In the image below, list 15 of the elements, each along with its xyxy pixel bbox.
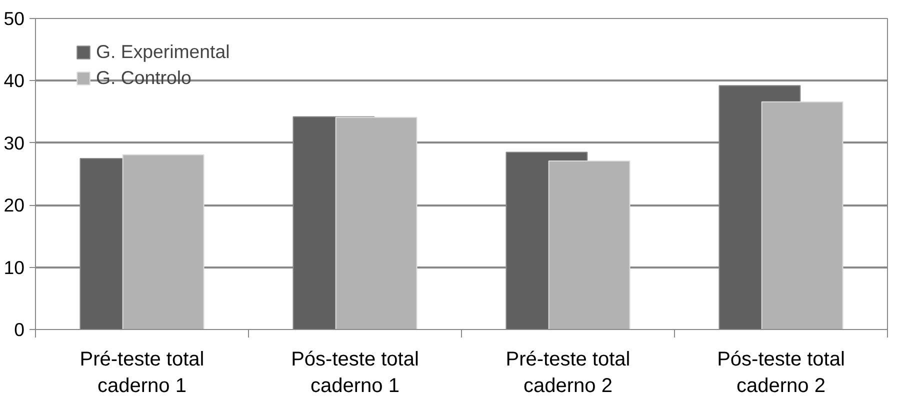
- x-tick-label: Pré-teste total caderno 1: [80, 348, 204, 397]
- legend-label: G. Experimental: [96, 41, 230, 63]
- y-tick-label: 10: [4, 256, 25, 278]
- bar: [122, 154, 204, 330]
- y-tick-label: 40: [4, 70, 25, 92]
- y-tick-label: 20: [4, 194, 25, 216]
- x-tick-label: Pós-teste total caderno 1: [291, 348, 419, 397]
- y-tick-label: 30: [4, 132, 25, 154]
- x-tick-label: Pré-teste total caderno 2: [506, 348, 630, 397]
- x-tick-label: Pós-teste total caderno 2: [717, 348, 845, 397]
- y-tick-label: 0: [14, 319, 25, 340]
- y-tick-label: 50: [4, 8, 25, 29]
- bar: [761, 101, 844, 330]
- bar: [335, 116, 418, 330]
- bar: [548, 160, 630, 330]
